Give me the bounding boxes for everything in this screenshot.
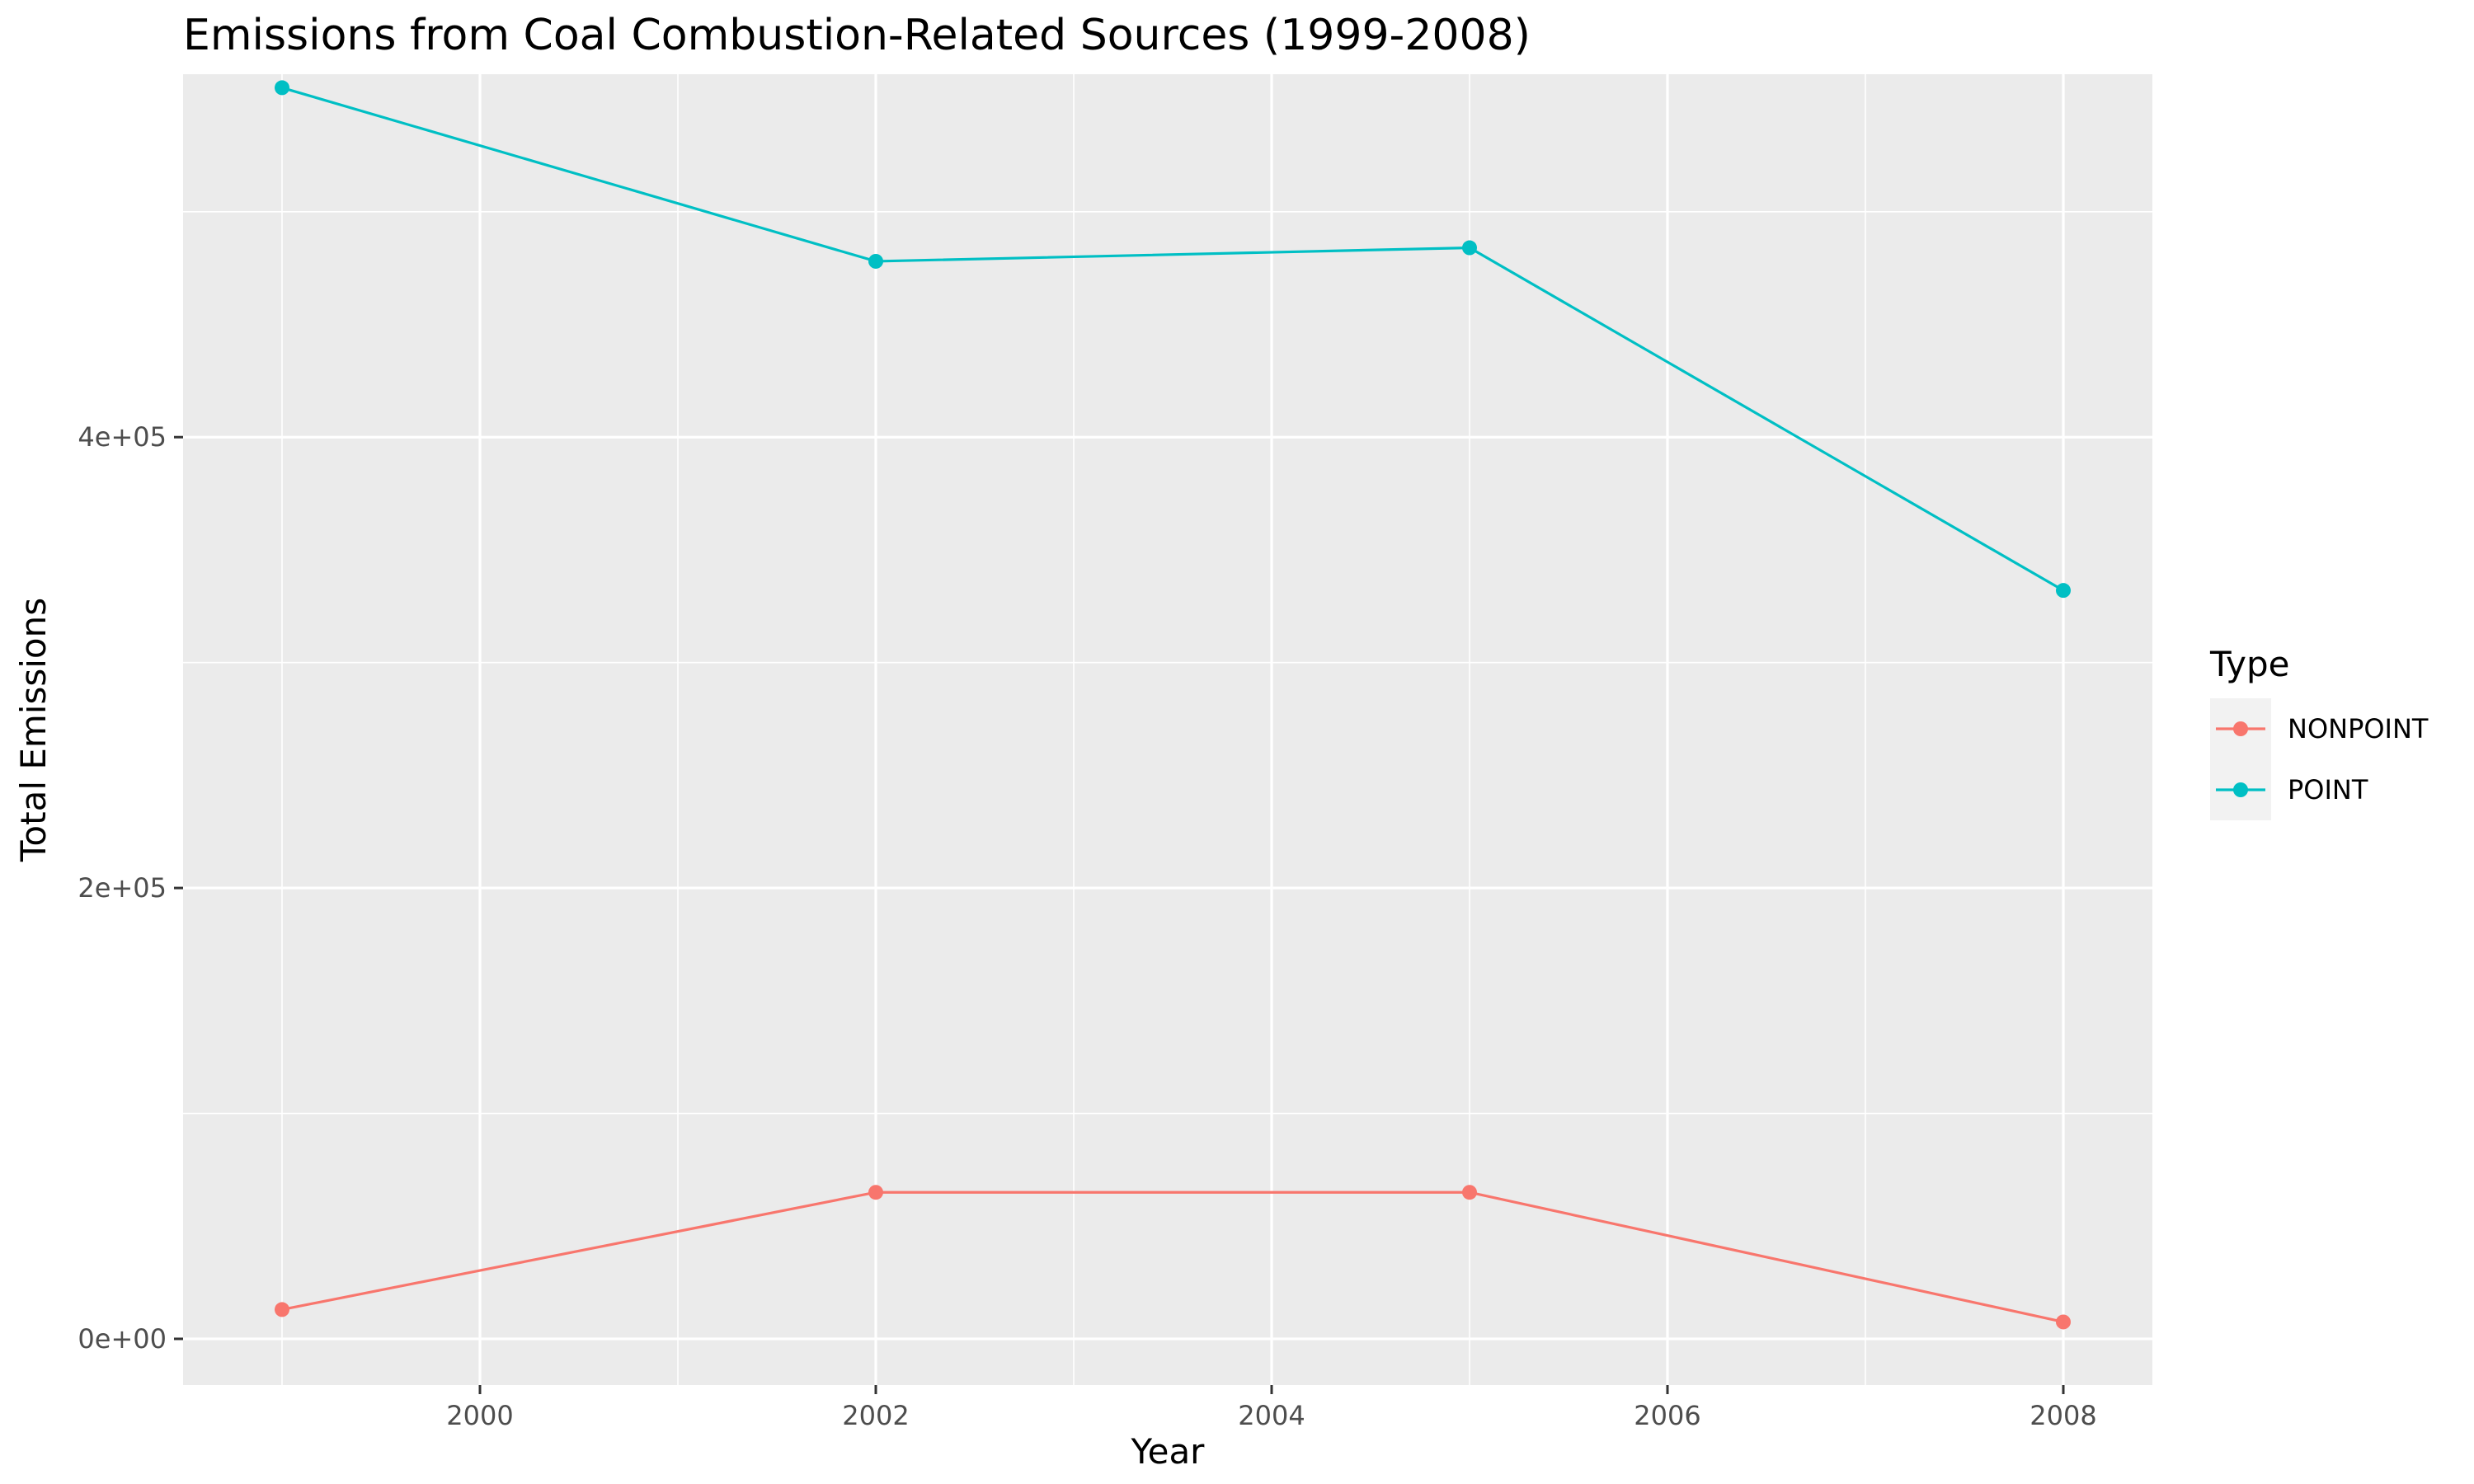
y-axis: 0e+00 2e+05 4e+05: [78, 421, 183, 1355]
data-point-point: [275, 80, 289, 96]
y-tick-label: 0e+00: [78, 1323, 167, 1355]
series-layer: [275, 80, 2071, 1330]
legend-label-point: POINT: [2288, 774, 2368, 805]
x-axis-title: Year: [1131, 1431, 1206, 1472]
chart-title: Emissions from Coal Combustion-Related S…: [183, 11, 1531, 60]
x-tick-label: 2006: [1634, 1400, 1700, 1431]
x-tick-label: 2002: [842, 1400, 909, 1431]
x-tick-label: 2008: [2030, 1400, 2096, 1431]
data-point-nonpoint: [1462, 1185, 1477, 1200]
series-line-nonpoint: [281, 1190, 2064, 1324]
data-point-point: [868, 253, 883, 269]
y-axis-title: Total Emissions: [13, 598, 54, 862]
legend-items: NONPOINT POINT: [2210, 698, 2429, 820]
legend-title: Type: [2209, 644, 2289, 684]
data-point-nonpoint: [2056, 1314, 2071, 1330]
x-axis: 2000 2002 2004 2006 2008: [446, 1385, 2097, 1431]
legend-key-point: [2233, 782, 2248, 797]
x-tick-label: 2004: [1238, 1400, 1305, 1431]
major-gridlines: [183, 74, 2152, 1385]
series-point: [275, 80, 2071, 599]
series-nonpoint: [275, 1185, 2071, 1330]
y-tick-label: 4e+05: [78, 421, 167, 453]
minor-gridlines: [183, 74, 2152, 1385]
data-point-nonpoint: [275, 1302, 289, 1317]
legend-item-nonpoint: NONPOINT: [2210, 698, 2429, 759]
series-line-point: [281, 86, 2064, 592]
legend-label-nonpoint: NONPOINT: [2288, 713, 2429, 744]
data-point-point: [1462, 240, 1477, 256]
y-tick-label: 2e+05: [78, 872, 167, 904]
data-point-nonpoint: [868, 1185, 883, 1200]
legend-key-point: [2233, 721, 2248, 736]
data-point-point: [2056, 583, 2071, 599]
legend-item-point: POINT: [2210, 759, 2368, 820]
legend: Type NONPOINT POINT: [2209, 644, 2429, 820]
plot-panel: [183, 74, 2152, 1385]
x-tick-label: 2000: [446, 1400, 513, 1431]
